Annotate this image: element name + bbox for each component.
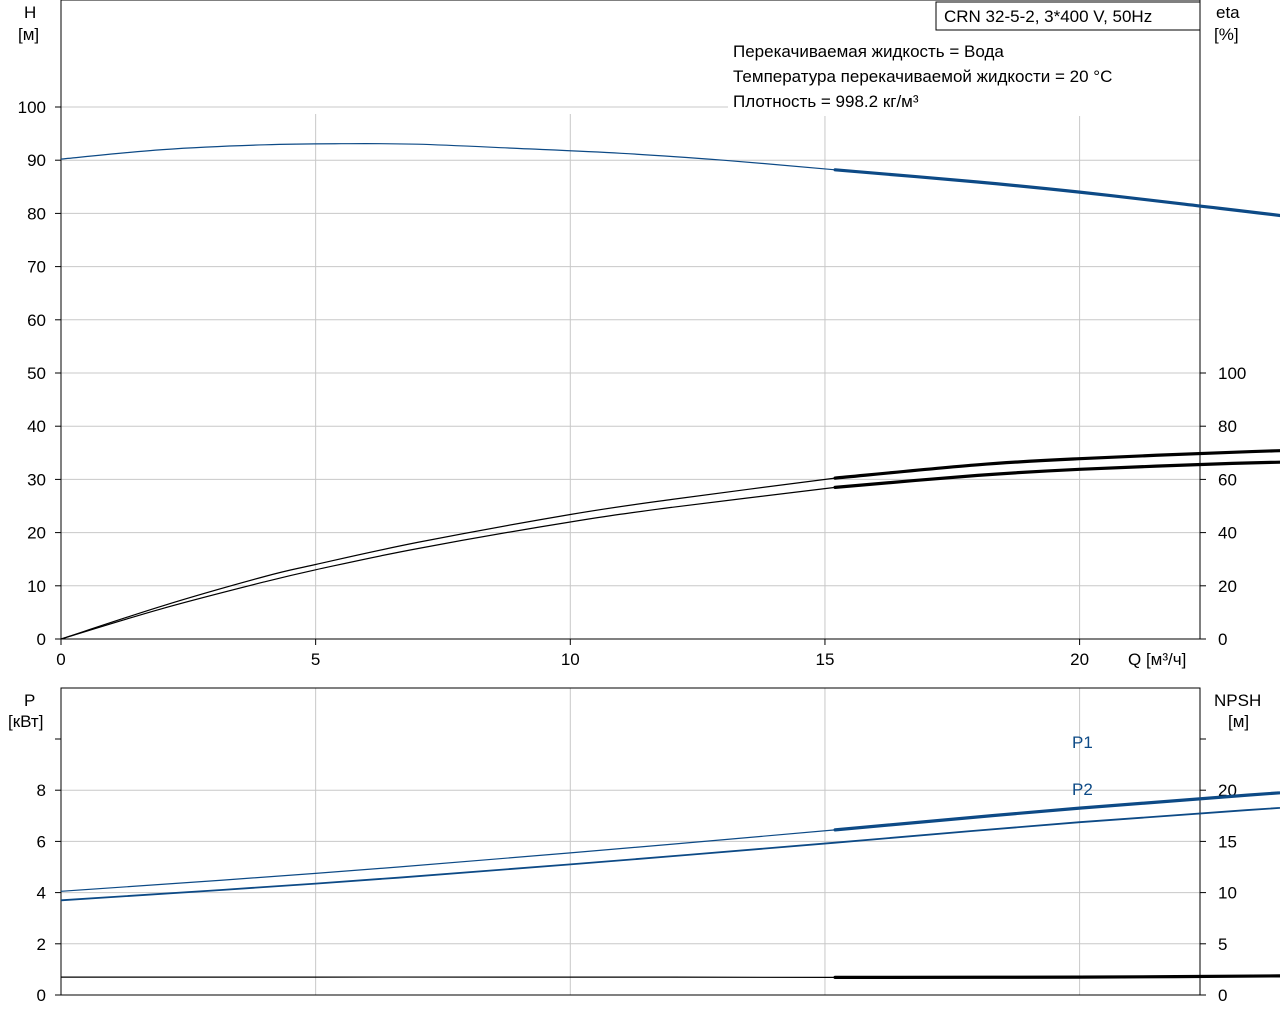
right-axis-unit: [%]	[1214, 25, 1239, 44]
right-axis-label-top: eta	[1216, 3, 1240, 22]
series-bottom-2-curve-operating	[833, 974, 1280, 979]
npsh-tick-label: 0	[1218, 986, 1227, 1005]
left-tick-label: 60	[27, 311, 46, 330]
left-tick-label: 50	[27, 364, 46, 383]
series-top-0-curve-operating	[833, 168, 1280, 218]
top-right-ticks: 0 20 40 60 80 100	[1200, 364, 1246, 649]
series-top-0-curve-thin	[60, 143, 836, 171]
npsh-axis-label-top: NPSH	[1214, 691, 1261, 710]
bottom-curves	[60, 791, 1280, 979]
left-tick-label: 70	[27, 258, 46, 277]
series-label-p2: P2	[1072, 780, 1093, 799]
info-line-fluid: Перекачиваемая жидкость = Вода	[733, 42, 1004, 61]
power-tick-label: 0	[37, 986, 46, 1005]
right-tick-label: 0	[1218, 630, 1227, 649]
series-top-2-curve-thin	[60, 477, 836, 640]
npsh-tick-label: 10	[1218, 884, 1237, 903]
series-bottom-0-curve-operating	[833, 791, 1280, 832]
series-top-2-curve-operating	[833, 449, 1280, 480]
x-tick-label: 20	[1070, 650, 1089, 669]
x-tick-label: 10	[561, 650, 580, 669]
left-tick-label: 100	[18, 98, 46, 117]
power-tick-label: 6	[37, 832, 46, 851]
top-x-ticks: 0510152025303540	[56, 639, 1089, 669]
left-tick-label: 80	[27, 204, 46, 223]
info-background	[730, 38, 1190, 116]
right-tick-label: 100	[1218, 364, 1246, 383]
info-line-density: Плотность = 998.2 кг/м³	[733, 92, 919, 111]
x-tick-label: 5	[311, 650, 320, 669]
left-tick-label: 90	[27, 151, 46, 170]
npsh-tick-label: 5	[1218, 935, 1227, 954]
x-tick-label: 0	[56, 650, 65, 669]
right-tick-label: 80	[1218, 417, 1237, 436]
series-bottom-0-curve-thin	[60, 829, 836, 892]
x-axis-label: Q [м³/ч]	[1128, 650, 1186, 669]
left-tick-label: 10	[27, 577, 46, 596]
series-top-1-curve-thin	[60, 486, 836, 640]
info-line-temperature: Температура перекачиваемой жидкости = 20…	[733, 67, 1112, 86]
x-tick-label: 15	[815, 650, 834, 669]
bottom-left-ticks: 0 2 4 6 8	[37, 738, 61, 1005]
right-tick-label: 40	[1218, 524, 1237, 543]
info-block: Перекачиваемая жидкость = Вода Температу…	[730, 38, 1190, 116]
power-tick-label: 4	[37, 884, 46, 903]
power-axis-label-top: P	[24, 691, 35, 710]
left-tick-label: 40	[27, 417, 46, 436]
series-top-1-curve-operating	[833, 460, 1280, 489]
top-curves	[60, 143, 1280, 640]
series-p2-curve	[60, 806, 1280, 902]
npsh-axis-unit: [м]	[1228, 712, 1249, 731]
left-axis-label-top: H	[24, 3, 36, 22]
bottom-grid	[61, 688, 1200, 995]
left-tick-label: 0	[37, 630, 46, 649]
title-box	[935, 1, 1201, 31]
power-tick-label: 8	[37, 781, 46, 800]
top-grid	[61, 106, 1200, 639]
left-tick-label: 20	[27, 524, 46, 543]
right-tick-label: 20	[1218, 577, 1237, 596]
left-axis-unit: [м]	[18, 25, 39, 44]
left-tick-label: 30	[27, 470, 46, 489]
title-box-text: CRN 32-5-2, 3*400 V, 50Hz	[944, 7, 1152, 26]
power-tick-label: 2	[37, 935, 46, 954]
npsh-tick-label: 15	[1218, 832, 1237, 851]
top-left-ticks: 0 10 20 30 40 50 60 70 80 90 100	[18, 98, 61, 649]
series-label-p1: P1	[1072, 733, 1093, 752]
power-axis-unit: [кВт]	[8, 712, 43, 731]
right-tick-label: 60	[1218, 470, 1237, 489]
